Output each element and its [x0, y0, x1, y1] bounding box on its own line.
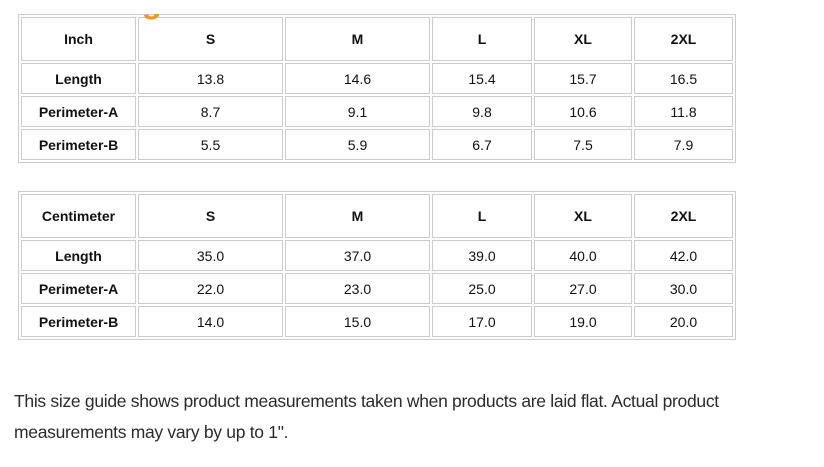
size-guide-note: This size guide shows product measuremen…	[14, 391, 719, 442]
size-value-cell: 22.0	[138, 273, 283, 304]
size-column-header: 2XL	[634, 17, 733, 61]
size-column-header: M	[285, 17, 430, 61]
size-value-cell: 39.0	[432, 240, 532, 271]
size-value-cell: 23.0	[285, 273, 430, 304]
row-label-cell: Length	[21, 63, 136, 94]
size-column-header: S	[138, 17, 283, 61]
size-value-cell: 30.0	[634, 273, 733, 304]
size-value-cell: 37.0	[285, 240, 430, 271]
table-row: Perimeter-B 14.0 15.0 17.0 19.0 20.0	[21, 306, 733, 337]
row-label-cell: Perimeter-B	[21, 306, 136, 337]
size-value-cell: 8.7	[138, 96, 283, 127]
centimeter-size-table: Centimeter S M L XL 2XL Length 35.0 37.0 39.0 40.0…	[18, 191, 736, 340]
size-value-cell: 13.8	[138, 63, 283, 94]
heading-fragment-glyph: g	[142, 14, 162, 20]
size-value-cell: 19.0	[534, 306, 632, 337]
page-heading-cutoff: g	[0, 14, 824, 22]
size-value-cell: 14.0	[138, 306, 283, 337]
size-value-cell: 14.6	[285, 63, 430, 94]
row-label-cell: Perimeter-A	[21, 273, 136, 304]
unit-header-cell: Centimeter	[21, 194, 136, 238]
table-row: Length 35.0 37.0 39.0 40.0 42.0	[21, 240, 733, 271]
table-row: Perimeter-B 5.5 5.9 6.7 7.5 7.9	[21, 129, 733, 160]
size-value-cell: 9.8	[432, 96, 532, 127]
table-row: Perimeter-A 8.7 9.1 9.8 10.6 11.8	[21, 96, 733, 127]
size-value-cell: 9.1	[285, 96, 430, 127]
size-column-header: XL	[534, 194, 632, 238]
row-label-cell: Length	[21, 240, 136, 271]
row-label-cell: Perimeter-B	[21, 129, 136, 160]
size-column-header: L	[432, 194, 532, 238]
size-value-cell: 35.0	[138, 240, 283, 271]
size-value-cell: 40.0	[534, 240, 632, 271]
size-value-cell: 16.5	[634, 63, 733, 94]
size-value-cell: 7.5	[534, 129, 632, 160]
size-value-cell: 6.7	[432, 129, 532, 160]
size-value-cell: 42.0	[634, 240, 733, 271]
row-label-cell: Perimeter-A	[21, 96, 136, 127]
table-row: Perimeter-A 22.0 23.0 25.0 27.0 30.0	[21, 273, 733, 304]
size-value-cell: 5.5	[138, 129, 283, 160]
table-row: Length 13.8 14.6 15.4 15.7 16.5	[21, 63, 733, 94]
size-column-header: M	[285, 194, 430, 238]
size-value-cell: 25.0	[432, 273, 532, 304]
header-row: Inch S M L XL 2XL	[21, 17, 733, 61]
size-value-cell: 20.0	[634, 306, 733, 337]
size-column-header: S	[138, 194, 283, 238]
size-column-header: XL	[534, 17, 632, 61]
size-column-header: 2XL	[634, 194, 733, 238]
size-value-cell: 5.9	[285, 129, 430, 160]
size-value-cell: 15.0	[285, 306, 430, 337]
size-value-cell: 11.8	[634, 96, 733, 127]
header-row: Centimeter S M L XL 2XL	[21, 194, 733, 238]
size-value-cell: 10.6	[534, 96, 632, 127]
unit-header-cell: Inch	[21, 17, 136, 61]
size-value-cell: 17.0	[432, 306, 532, 337]
inch-size-table: Inch S M L XL 2XL Length 13.8 14.6 15.4 15.7 16.5 Pe…	[18, 14, 736, 163]
size-value-cell: 15.7	[534, 63, 632, 94]
size-value-cell: 7.9	[634, 129, 733, 160]
size-column-header: L	[432, 17, 532, 61]
size-value-cell: 27.0	[534, 273, 632, 304]
size-value-cell: 15.4	[432, 63, 532, 94]
